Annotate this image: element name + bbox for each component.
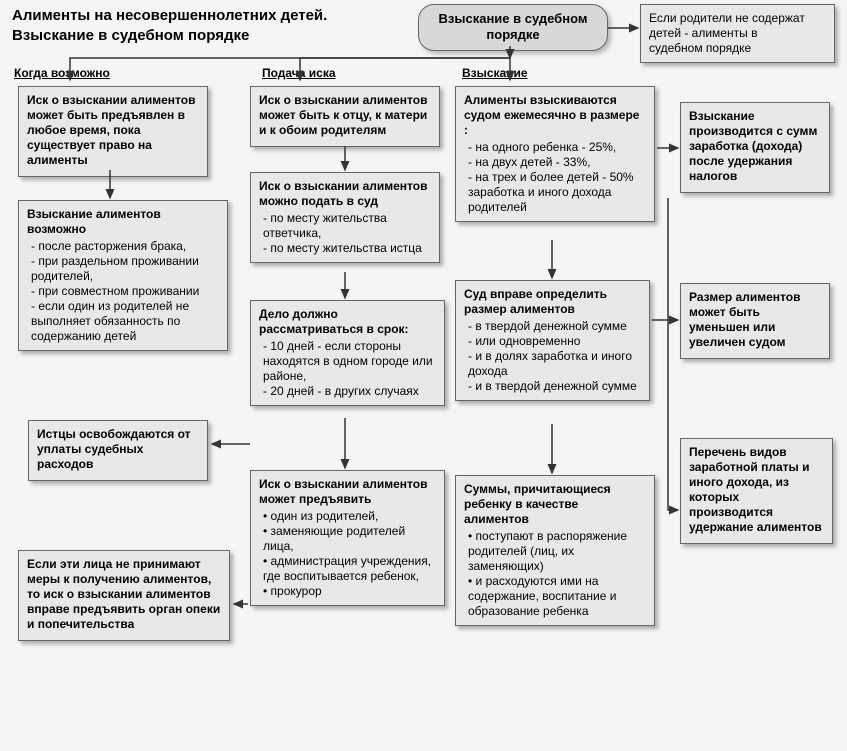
box-c3b3: Суммы, причитающиеся ребенку в качестве … [455,475,655,626]
box-c3b2: Суд вправе определить размер алиментов в… [455,280,650,401]
box-c1b2: Взыскание алиментов возможно после расто… [18,200,228,351]
c1b2-i0: после расторжения брака, [31,239,219,254]
title-line1: Алименты на несовершеннолетних детей. [12,6,327,26]
c3b2-list: в твердой денежной сумме или одновременн… [464,319,641,394]
tr-l2: детей - алименты в [649,26,826,41]
c4b1-hdr: Взыскание производится с сумм заработка … [689,109,821,184]
title-line2: Взыскание в судебном порядке [12,26,327,46]
c3b2-i1: или одновременно [468,334,641,349]
pill-line2: порядке [437,27,589,43]
c2b3-hdr: Дело должно рассматриваться в срок: [259,307,436,337]
c1b2-list: после расторжения брака, при раздельном … [27,239,219,344]
tr-l1: Если родители не содержат [649,11,826,26]
box-c2b2: Иск о взыскании алиментов можно подать в… [250,172,440,263]
box-c3b1: Алименты взыскиваются судом ежемесячно в… [455,86,655,222]
c3b1-list: на одного ребенка - 25%, на двух детей -… [464,140,646,215]
c1b2-i3: если один из родителей не выполняет обяз… [31,299,219,344]
c3b2-i0: в твердой денежной сумме [468,319,641,334]
c2b2-i0: по месту жительства ответчика, [263,211,431,241]
c3b1-hdr: Алименты взыскиваются судом ежемесячно в… [464,93,646,138]
c3b3-hdr: Суммы, причитающиеся ребенку в качестве … [464,482,646,527]
c3b1-i1: на двух детей - 33%, [468,155,646,170]
c2b4-i1: заменяющие родителей лица, [263,524,436,554]
c2b3-i0: 10 дней - если стороны находятся в одном… [263,339,436,384]
box-c2b3: Дело должно рассматриваться в срок: 10 д… [250,300,445,406]
box-c4b3: Перечень видов заработной платы и иного … [680,438,833,544]
box-c1b4: Если эти лица не принимают меры к получе… [18,550,230,641]
c2b2-hdr: Иск о взыскании алиментов можно подать в… [259,179,431,209]
box-c4b1: Взыскание производится с сумм заработка … [680,102,830,193]
header-col2: Подача иска [262,66,336,80]
c1b2-i2: при совместном проживании [31,284,219,299]
c4b3-hdr: Перечень видов заработной платы и иного … [689,445,824,535]
header-col1: Когда возможно [14,66,110,80]
c3b3-i0: поступают в распоряжение родителей (лиц,… [468,529,646,574]
c3b2-i3: и в твердой денежной сумме [468,379,641,394]
c2b2-list: по месту жительства ответчика, по месту … [259,211,431,256]
c1b2-i1: при раздельном проживании родителей, [31,254,219,284]
box-c1b1: Иск о взыскании алиментов может быть пре… [18,86,208,177]
pill-line1: Взыскание в судебном [437,11,589,27]
pill-main: Взыскание в судебном порядке [418,4,608,51]
c1b4-hdr: Если эти лица не принимают меры к получе… [27,557,221,632]
c1b3-hdr: Истцы освобождаются от уплаты судебных р… [37,427,199,472]
c1b1-hdr: Иск о взыскании алиментов может быть пре… [27,93,199,168]
box-c2b1: Иск о взыскании алиментов может быть к о… [250,86,440,147]
c3b2-i2: и в долях заработка и иного дохода [468,349,641,379]
c3b1-i2: на трех и более детей - 50% заработка и … [468,170,646,215]
c2b4-i0: один из родителей, [263,509,436,524]
c1b2-hdr: Взыскание алиментов возможно [27,207,219,237]
main-title: Алименты на несовершеннолетних детей. Вз… [12,6,327,45]
box-top-right: Если родители не содержат детей - алимен… [640,4,835,63]
c3b3-i1: и расходуются ими на содержание, воспита… [468,574,646,619]
header-col3: Взыскание [462,66,528,80]
c2b2-i1: по месту жительства истца [263,241,431,256]
c3b3-list: поступают в распоряжение родителей (лиц,… [464,529,646,619]
tr-l3: судебном порядке [649,41,826,56]
c2b4-i2: администрация учреждения, где воспитывае… [263,554,436,584]
c2b1-hdr: Иск о взыскании алиментов может быть к о… [259,93,431,138]
box-c4b2: Размер алиментов может быть уменьшен или… [680,283,830,359]
c2b4-list: один из родителей, заменяющие родителей … [259,509,436,599]
c2b4-hdr: Иск о взыскании алиментов может предъяви… [259,477,436,507]
c3b1-i0: на одного ребенка - 25%, [468,140,646,155]
c4b2-hdr: Размер алиментов может быть уменьшен или… [689,290,821,350]
box-c2b4: Иск о взыскании алиментов может предъяви… [250,470,445,606]
c2b3-i1: 20 дней - в других случаях [263,384,436,399]
c2b4-i3: прокурор [263,584,436,599]
c2b3-list: 10 дней - если стороны находятся в одном… [259,339,436,399]
c3b2-hdr: Суд вправе определить размер алиментов [464,287,641,317]
box-c1b3: Истцы освобождаются от уплаты судебных р… [28,420,208,481]
